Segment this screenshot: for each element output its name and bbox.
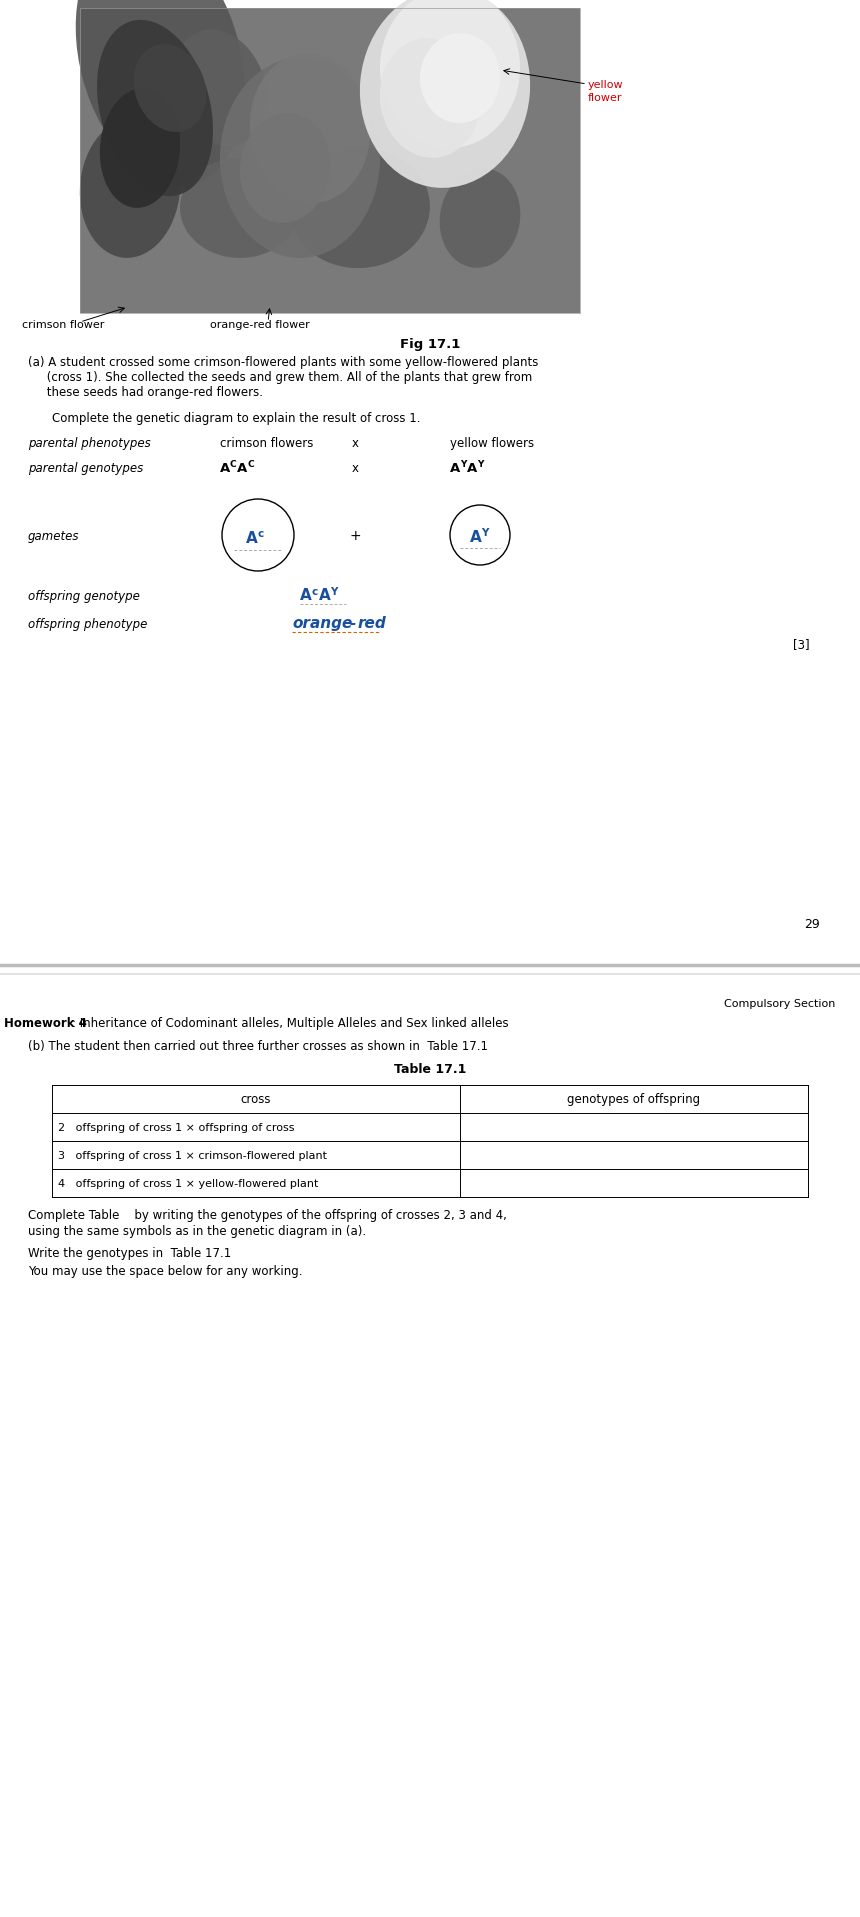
Text: orange: orange	[292, 615, 353, 631]
Text: Complete the genetic diagram to explain the result of cross 1.: Complete the genetic diagram to explain …	[52, 412, 421, 426]
Text: (a) A student crossed some crimson-flowered plants with some yellow-flowered pla: (a) A student crossed some crimson-flowe…	[28, 357, 538, 368]
Text: red: red	[358, 615, 387, 631]
Ellipse shape	[359, 0, 530, 188]
Text: 4   offspring of cross 1 × yellow-flowered plant: 4 offspring of cross 1 × yellow-flowered…	[58, 1179, 318, 1189]
Text: x: x	[352, 462, 359, 475]
Ellipse shape	[420, 33, 500, 123]
Text: crimson flowers: crimson flowers	[220, 437, 313, 450]
Text: -: -	[350, 615, 356, 631]
Text: Y: Y	[460, 460, 466, 470]
Text: crimson flower: crimson flower	[22, 320, 104, 330]
Text: 2   offspring of cross 1 × offspring of cross: 2 offspring of cross 1 × offspring of cr…	[58, 1123, 294, 1133]
Ellipse shape	[380, 38, 480, 157]
Text: C: C	[247, 460, 254, 470]
Text: (cross 1). She collected the seeds and grew them. All of the plants that grew fr: (cross 1). She collected the seeds and g…	[28, 372, 532, 383]
Ellipse shape	[80, 119, 181, 259]
Text: A: A	[467, 462, 477, 475]
Ellipse shape	[250, 54, 370, 203]
Text: A: A	[450, 462, 460, 475]
Text: A: A	[300, 589, 311, 604]
Text: (b) The student then carried out three further crosses as shown in  Table 17.1: (b) The student then carried out three f…	[28, 1041, 488, 1052]
Text: Compulsory Section: Compulsory Section	[723, 999, 835, 1008]
Ellipse shape	[180, 157, 300, 259]
Ellipse shape	[220, 58, 380, 259]
Text: parental phenotypes: parental phenotypes	[28, 437, 150, 450]
Text: : Inheritance of Codominant alleles, Multiple Alleles and Sex linked alleles: : Inheritance of Codominant alleles, Mul…	[72, 1018, 508, 1029]
Text: c: c	[257, 529, 263, 539]
Bar	[80, 8, 580, 312]
Text: A: A	[319, 589, 331, 604]
Text: Y: Y	[477, 460, 483, 470]
Text: orange-red flower: orange-red flower	[210, 320, 310, 330]
Ellipse shape	[380, 0, 520, 148]
Text: Table 17.1: Table 17.1	[394, 1064, 466, 1075]
Ellipse shape	[240, 113, 330, 222]
Bar	[80, 8, 580, 312]
Text: A: A	[237, 462, 248, 475]
Ellipse shape	[97, 19, 213, 196]
Text: A: A	[220, 462, 230, 475]
Text: gametes: gametes	[28, 529, 79, 543]
Text: Y: Y	[330, 587, 337, 596]
Text: Y: Y	[481, 527, 488, 539]
Text: yellow flowers: yellow flowers	[450, 437, 534, 450]
Text: [3]: [3]	[794, 638, 810, 652]
Text: You may use the space below for any working.: You may use the space below for any work…	[28, 1265, 303, 1279]
Text: Write the genotypes in  Table 17.1: Write the genotypes in Table 17.1	[28, 1246, 231, 1259]
Ellipse shape	[76, 0, 244, 186]
Text: 3   offspring of cross 1 × crimson-flowered plant: 3 offspring of cross 1 × crimson-flowere…	[58, 1150, 327, 1162]
Ellipse shape	[100, 88, 181, 207]
Text: flower: flower	[588, 94, 623, 104]
Text: c: c	[311, 587, 317, 596]
Text: Homework 4: Homework 4	[4, 1018, 87, 1029]
Text: these seeds had orange-red flowers.: these seeds had orange-red flowers.	[28, 385, 263, 399]
Text: 29: 29	[804, 918, 820, 932]
Text: A: A	[470, 529, 482, 544]
Ellipse shape	[173, 29, 267, 146]
Text: parental genotypes: parental genotypes	[28, 462, 144, 475]
Text: x: x	[352, 437, 359, 450]
Ellipse shape	[439, 169, 520, 268]
Text: genotypes of offspring: genotypes of offspring	[568, 1093, 701, 1106]
Text: Complete Table    by writing the genotypes of the offspring of crosses 2, 3 and : Complete Table by writing the genotypes …	[28, 1210, 507, 1221]
Ellipse shape	[290, 148, 430, 268]
Text: offspring genotype: offspring genotype	[28, 590, 140, 604]
Text: Fig 17.1: Fig 17.1	[400, 337, 460, 351]
Text: +: +	[349, 529, 361, 543]
Text: cross: cross	[241, 1093, 271, 1106]
Text: using the same symbols as in the genetic diagram in (a).: using the same symbols as in the genetic…	[28, 1225, 366, 1238]
Text: C: C	[230, 460, 236, 470]
Text: offspring phenotype: offspring phenotype	[28, 617, 147, 631]
Ellipse shape	[133, 44, 206, 132]
Text: A: A	[246, 531, 258, 546]
Text: yellow: yellow	[588, 81, 624, 90]
